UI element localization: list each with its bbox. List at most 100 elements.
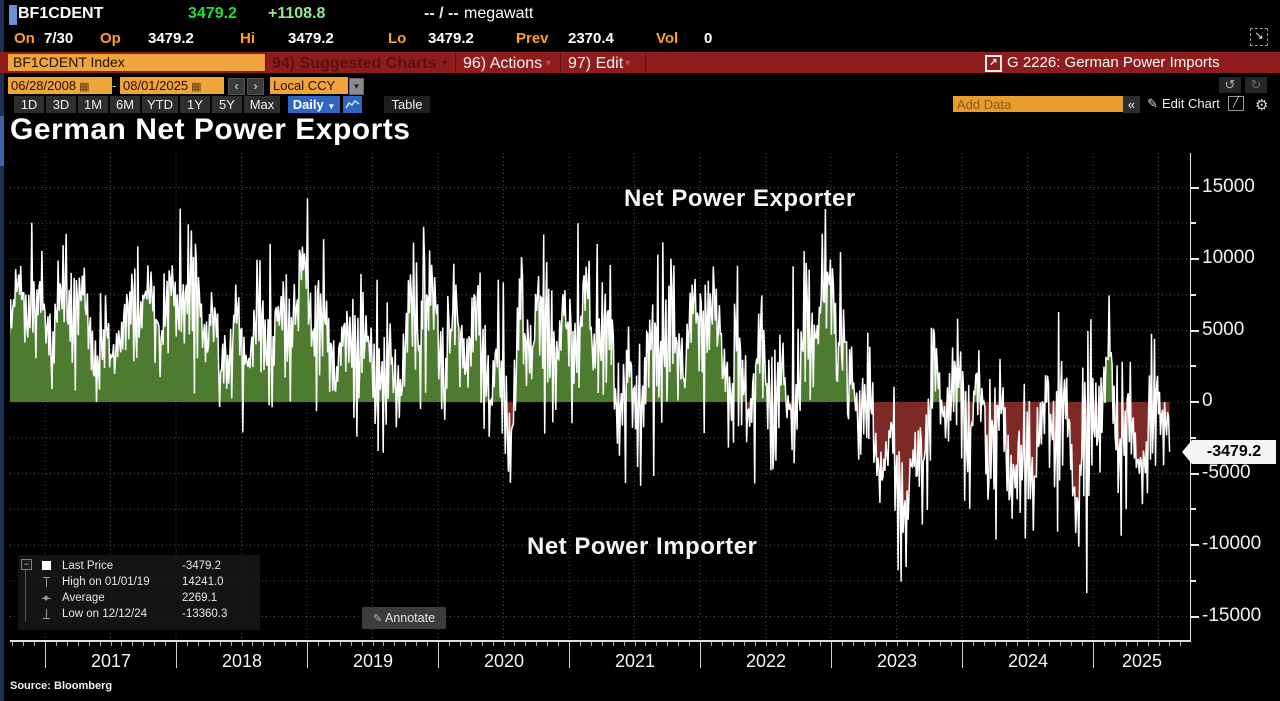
tab-1d[interactable]: 1D [14,96,44,113]
x-axis-year-label: 2019 [352,651,394,671]
stat-prev-label: Prev [516,30,549,47]
x-axis-month-tick [154,642,155,646]
stat-op-label: Op [100,30,121,47]
x-axis-month-tick [766,642,767,646]
price-change: +1108.8 [268,5,326,22]
x-axis-month-tick [864,642,865,646]
legend-value: 14241.0 [182,576,224,588]
pencil-icon: ✎ [1147,96,1158,111]
positive-area [10,198,1170,402]
x-axis-month-tick [493,642,494,646]
x-axis-month-tick [1137,642,1138,646]
date-back-button[interactable]: ‹ [228,78,245,95]
x-axis-month-tick [591,642,592,646]
menu-suggested-charts[interactable]: 94) Suggested Charts [272,55,437,72]
legend-row-last[interactable]: Last Price -3479.2 [18,559,260,574]
x-axis-month-tick [776,642,777,646]
x-axis-month-tick [121,642,122,646]
date-from-field[interactable]: 06/28/2008 ▦ [8,77,112,94]
menu-separator [455,53,456,72]
tab-3d[interactable]: 3D [46,96,76,113]
legend-expander[interactable]: − [21,559,32,570]
x-axis-month-tick [645,642,646,646]
x-axis-month-tick [100,642,101,646]
y-axis-label: 5000 [1202,319,1245,340]
x-axis-month-tick [231,642,232,646]
x-axis-year-label: 2018 [221,651,263,671]
x-axis-month-tick [929,642,930,646]
date-forward-button[interactable]: › [247,78,264,95]
x-axis-month-tick [405,642,406,646]
x-axis-month-tick [995,642,996,646]
x-axis-month-tick [1148,642,1149,646]
x-axis-year-separator [831,642,832,668]
tab-ytd[interactable]: YTD [142,96,178,113]
calendar-icon[interactable]: ▦ [191,81,202,93]
tab-1y[interactable]: 1Y [180,96,210,113]
x-axis-month-tick [1006,642,1007,646]
menu-edit[interactable]: 97) Edit [568,55,624,72]
ticker-symbol: BF1CDENT [18,5,104,22]
date-to-field[interactable]: 08/01/2025 ▦ [120,77,224,94]
legend-row-low[interactable]: Low on 12/12/24 -13360.3 [18,607,260,622]
gear-icon[interactable]: ⚙ [1255,97,1269,114]
menu-bar [0,52,1280,73]
screen-grab-icon[interactable]: ↘ [1250,28,1268,46]
currency-select[interactable]: Local CCY [270,77,348,94]
x-axis-month-tick [580,642,581,646]
x-axis-month-tick [1028,642,1029,646]
bid-ask: -- / -- [424,5,459,22]
window-edge [0,0,4,701]
unit-label: megawatt [464,5,534,22]
legend-row-high[interactable]: High on 01/01/19 14241.0 [18,575,260,590]
legend-label: High on 01/01/19 [62,576,150,588]
x-axis-month-tick [329,642,330,646]
legend-value: 2269.1 [182,592,218,604]
date-to-value: 08/01/2025 [123,78,189,93]
x-axis-month-tick [340,642,341,646]
line-chart-mode-icon[interactable] [343,96,362,113]
security-input[interactable]: BF1CDENT Index [8,54,265,71]
tab-table[interactable]: Table [384,96,430,113]
x-axis-month-tick [940,642,941,646]
x-axis-month-tick [1159,642,1160,646]
average-marker-icon [42,593,51,603]
y-axis-tick [1190,187,1199,189]
x-axis-month-tick [1180,642,1181,646]
x-axis-month-tick [907,642,908,646]
frequency-select[interactable]: Daily ▼ [288,96,340,113]
redo-button[interactable]: ↻ [1245,77,1267,93]
chevron-down-icon[interactable]: ▼ [349,78,364,95]
annotate-button[interactable]: ✎ Annotate [362,607,446,629]
last-price-swatch [42,561,51,570]
legend-row-average[interactable]: Average 2269.1 [18,591,260,606]
x-axis [10,640,1191,642]
x-axis-month-tick [67,642,68,646]
tab-max[interactable]: Max [244,96,280,113]
chart-annotate-icon[interactable]: ╱ [1228,96,1244,111]
tab-1m[interactable]: 1M [78,96,108,113]
export-chart-icon[interactable]: ↗ [985,55,1002,72]
calendar-icon[interactable]: ▦ [79,81,90,93]
tab-5y[interactable]: 5Y [212,96,242,113]
add-data-input[interactable] [953,96,1125,112]
menu-actions[interactable]: 96) Actions [463,55,543,72]
x-axis-month-tick [351,642,352,646]
x-axis-month-tick [1115,642,1116,646]
stat-lo-value: 3479.2 [428,30,474,47]
x-axis-year-label: 2023 [876,651,918,671]
edit-chart-button[interactable]: Edit Chart [1162,96,1220,111]
x-axis-month-tick [1071,642,1072,646]
x-axis-month-tick [449,642,450,646]
collapse-panel-button[interactable]: « [1123,96,1140,113]
y-axis-tick [1190,473,1199,475]
x-axis-month-tick [951,642,952,646]
undo-button[interactable]: ↺ [1219,77,1241,93]
x-axis-month-tick [252,642,253,646]
y-axis-label: -10000 [1202,533,1262,554]
x-axis-month-tick [34,642,35,646]
x-axis-year-separator [307,642,308,668]
panel-indicator [0,116,4,166]
y-axis-label: 10000 [1202,247,1255,268]
tab-6m[interactable]: 6M [110,96,140,113]
